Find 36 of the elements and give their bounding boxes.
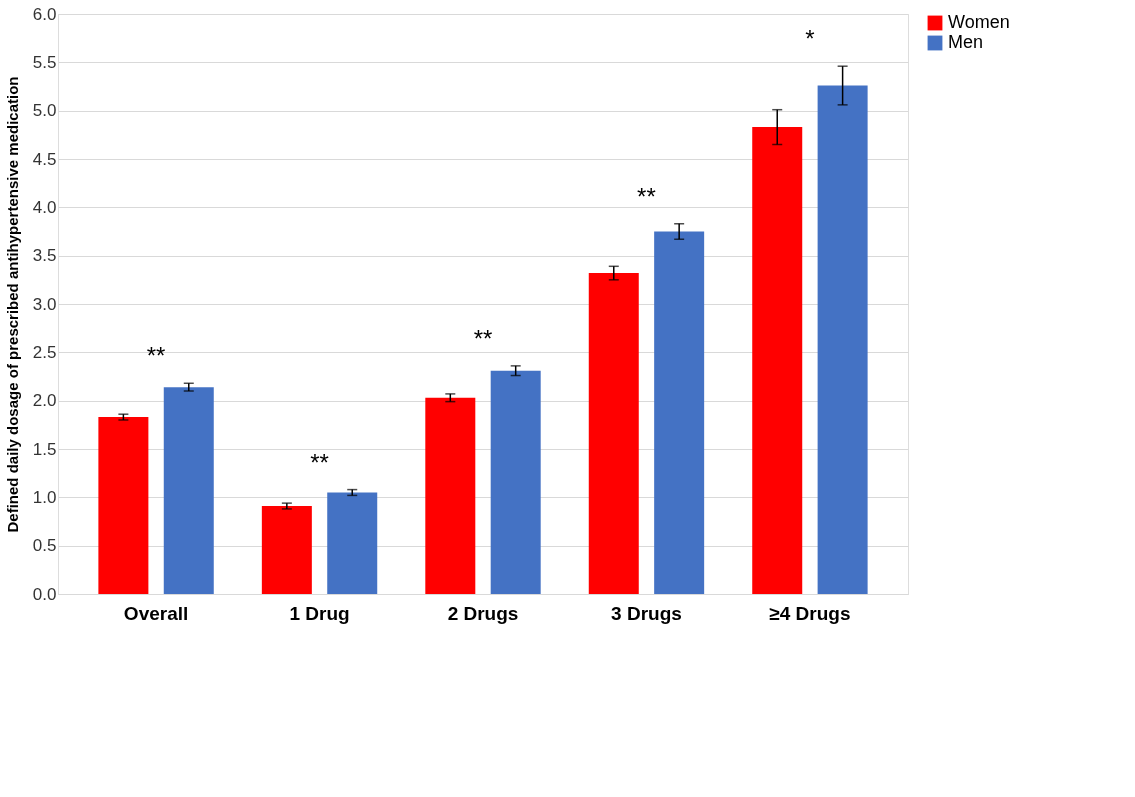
y-tick-label: 1.5 [32,439,57,459]
x-tick-label: 2 Drugs [447,602,519,624]
legend-label: Men [948,32,984,52]
annotation: ** [146,342,166,370]
bar [588,273,639,594]
y-tick-label: 5.0 [32,101,57,121]
bar [817,85,868,594]
annotation: ** [637,182,656,210]
y-tick-label: 3.0 [32,294,57,314]
bar [98,417,149,594]
bar [654,231,705,594]
y-axis-title: Defined daily dosage of prescribed antihypertensive medication [3,76,21,533]
y-tick-label: 3.5 [32,246,57,266]
bar [752,127,803,594]
annotation: * [805,25,815,53]
y-tick-label: 0.5 [32,536,57,556]
y-tick-label: 2.5 [32,342,57,362]
y-tick-label: 6.0 [32,4,57,24]
legend-label: Women [948,12,1010,32]
x-tick-label: 3 Drugs [611,602,682,624]
x-tick-label: ≥4 Drugs [769,602,851,624]
bar [425,397,476,594]
annotation: ** [310,448,329,476]
x-tick-label: 1 Drug [289,602,350,624]
bar [327,492,378,594]
bar [163,387,214,594]
y-tick-label: 2.0 [32,391,57,411]
bar [490,370,541,594]
y-tick-label: 4.5 [32,149,57,169]
y-tick-label: 0.0 [32,584,57,604]
annotation: ** [473,324,493,352]
x-tick-label: Overall [123,602,189,624]
y-tick-label: 5.5 [32,52,57,72]
bar [261,506,312,594]
y-tick-label: 4.0 [32,197,57,217]
y-tick-label: 1.0 [32,487,57,507]
